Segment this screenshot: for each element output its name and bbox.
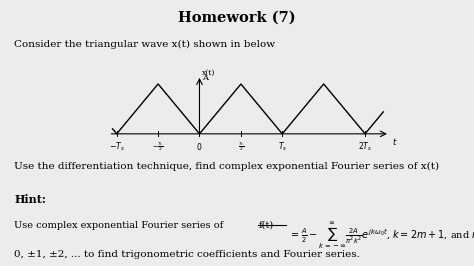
Text: x(t): x(t) [202, 68, 215, 77]
Text: $2T_s$: $2T_s$ [358, 141, 372, 153]
Text: $t$: $t$ [392, 136, 398, 147]
Text: Use the differentiation technique, find complex exponential Fourier series of x(: Use the differentiation technique, find … [14, 162, 439, 171]
Text: 0, ±1, ±2, ... to find trigonometric coefficients and Fourier series.: 0, ±1, ±2, ... to find trigonometric coe… [14, 250, 360, 259]
Text: Use complex exponential Fourier series of: Use complex exponential Fourier series o… [14, 221, 227, 230]
Text: Homework (7): Homework (7) [178, 11, 296, 25]
Text: $\frac{T_s}{2}$: $\frac{T_s}{2}$ [237, 141, 244, 153]
Text: $-\frac{T_s}{2}$: $-\frac{T_s}{2}$ [152, 141, 164, 153]
Text: f(t): f(t) [258, 221, 273, 230]
Text: $T_s$: $T_s$ [278, 141, 287, 153]
Text: Hint:: Hint: [14, 194, 46, 205]
Text: $-T_s$: $-T_s$ [109, 141, 125, 153]
Text: Consider the triangular wave x(t) shown in below: Consider the triangular wave x(t) shown … [14, 40, 275, 49]
Text: A: A [202, 74, 208, 82]
Text: $= \frac{A}{2} - \sum_{k=-\infty}^{\infty} \frac{2A}{\pi^2 k^2} e^{jk\omega_0 t}: $= \frac{A}{2} - \sum_{k=-\infty}^{\inft… [286, 221, 474, 252]
Text: $0$: $0$ [196, 141, 203, 152]
